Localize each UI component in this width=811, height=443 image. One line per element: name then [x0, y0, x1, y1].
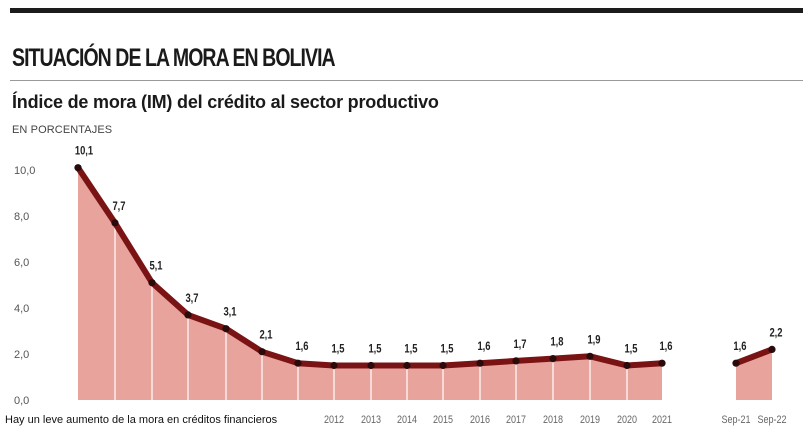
y-tick-label: 4,0 — [14, 303, 29, 315]
data-point — [623, 361, 631, 370]
data-point — [586, 352, 594, 360]
x-tick-label: 2013 — [361, 414, 381, 426]
data-label: 1,5 — [440, 343, 453, 356]
data-label: 1,6 — [659, 340, 672, 353]
data-point — [439, 361, 447, 370]
data-label: 1,5 — [624, 343, 637, 356]
data-label: 1,8 — [550, 336, 563, 349]
data-label: 1,6 — [477, 340, 490, 353]
data-point — [512, 357, 520, 365]
y-tick-label: 2,0 — [14, 349, 29, 361]
data-label: 5,1 — [149, 260, 162, 273]
data-point — [184, 311, 192, 319]
data-label: 1,6 — [733, 340, 746, 353]
y-tick-label: 6,0 — [14, 257, 29, 269]
x-tick-label: Sep-21 — [721, 414, 750, 426]
caption: Hay un leve aumento de la mora en crédit… — [4, 413, 280, 427]
data-point — [222, 325, 230, 333]
x-tick-label: 2021 — [652, 414, 672, 426]
data-label: 1,5 — [404, 343, 417, 356]
data-point — [258, 348, 266, 356]
x-tick-label: 2017 — [506, 414, 526, 426]
x-tick-label: Sep-22 — [757, 414, 786, 426]
chart-subtitle: Índice de mora (IM) del crédito al secto… — [12, 92, 439, 112]
data-label: 3,1 — [223, 306, 236, 319]
data-point — [732, 359, 740, 367]
data-label: 1,6 — [295, 340, 308, 353]
data-label: 10,1 — [75, 145, 93, 158]
data-label: 3,7 — [185, 292, 198, 305]
unit-label: EN PORCENTAJES — [12, 124, 113, 136]
page-title: SITUACIÓN DE LA MORA EN BOLIVIA — [12, 44, 336, 72]
data-label: 1,7 — [513, 338, 526, 351]
y-tick-label: 0,0 — [14, 395, 29, 407]
x-tick-label: 2016 — [470, 414, 490, 426]
area-fill — [78, 167, 662, 400]
data-label: 1,5 — [368, 343, 381, 356]
series-line — [733, 346, 775, 367]
title-divider — [10, 80, 803, 81]
x-tick-label: 2019 — [580, 414, 600, 426]
x-tick-label: 2018 — [543, 414, 563, 426]
data-point — [768, 345, 776, 353]
data-point — [367, 361, 375, 370]
y-tick-label: 8,0 — [14, 211, 29, 223]
data-point — [476, 359, 484, 367]
data-label: 1,5 — [331, 343, 344, 356]
data-label: 7,7 — [112, 200, 125, 213]
y-tick-label: 10,0 — [14, 165, 35, 177]
data-point — [74, 164, 82, 172]
x-tick-label: 2012 — [324, 414, 344, 426]
x-tick-label: 2014 — [397, 414, 417, 426]
data-point — [330, 361, 338, 370]
data-point — [111, 219, 119, 227]
x-tick-label: 2020 — [617, 414, 637, 426]
data-label: 2,2 — [769, 327, 782, 340]
data-point — [549, 355, 557, 363]
data-point — [148, 279, 156, 287]
data-label: 1,9 — [587, 333, 600, 346]
data-point — [658, 359, 666, 367]
data-label: 2,1 — [259, 329, 272, 342]
data-point — [294, 359, 302, 367]
data-point — [403, 361, 411, 370]
top-rule — [10, 8, 803, 13]
x-tick-label: 2015 — [433, 414, 453, 426]
